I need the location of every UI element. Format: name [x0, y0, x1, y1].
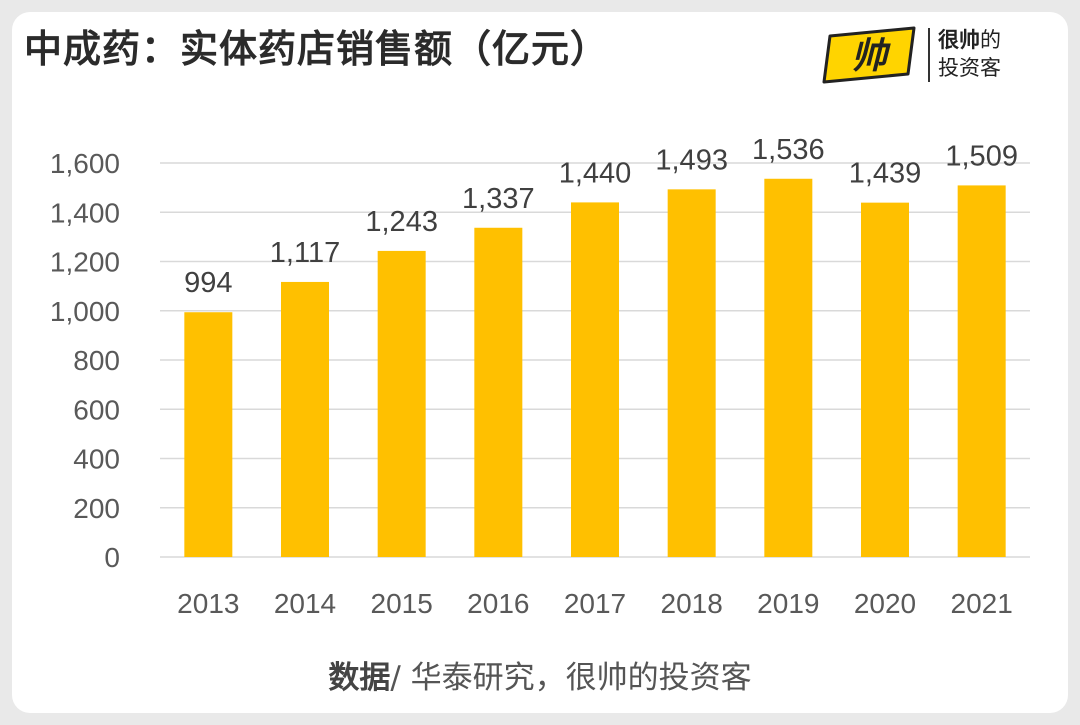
bar: [184, 312, 233, 557]
y-tick-label: 0: [104, 542, 120, 573]
x-tick-label: 2021: [951, 588, 1013, 619]
x-tick-label: 2020: [854, 588, 916, 619]
x-tick-label: 2015: [371, 588, 433, 619]
logo-line2: 投资客: [938, 56, 1001, 80]
logo-text: 很帅的 投资客: [938, 26, 1001, 82]
y-tick-label: 600: [73, 394, 120, 425]
x-tick-label: 2016: [467, 588, 529, 619]
logo-line1-rest: 的: [980, 28, 1001, 52]
x-tick-label: 2017: [564, 588, 626, 619]
y-tick-label: 800: [73, 345, 120, 376]
bar-chart: 0 200 400 600 800 1,000 1,200 1,400 1,600 994 2013…: [50, 134, 1030, 619]
value-label: 1,493: [655, 144, 728, 176]
bar: [667, 189, 716, 557]
value-label: 1,509: [945, 140, 1018, 172]
y-tick-label: 1,400: [50, 197, 120, 228]
page-title: 中成药：实体药店销售额（亿元）: [24, 27, 610, 71]
bar: [764, 178, 813, 557]
x-tick-label: 2018: [661, 588, 723, 619]
x-tick-label: 2013: [177, 588, 239, 619]
y-tick-label: 200: [73, 493, 120, 524]
value-label: 994: [184, 267, 232, 299]
x-tick-label: 2019: [757, 588, 819, 619]
value-label: 1,440: [559, 157, 632, 189]
y-tick-label: 1,200: [50, 247, 120, 278]
bar: [377, 250, 426, 557]
value-label: 1,536: [752, 134, 825, 166]
y-tick-label: 1,000: [50, 296, 120, 327]
logo-divider: [928, 28, 930, 82]
bar: [571, 202, 619, 557]
brand-logo: 帅 很帅的 投资客: [822, 22, 1037, 92]
x-tick-label: 2014: [274, 588, 336, 619]
y-tick-label: 1,600: [50, 148, 120, 179]
source-label: 数据: [328, 660, 391, 696]
bar: [474, 227, 523, 558]
bar: [957, 185, 1006, 557]
logo-mark-glyph: 帅: [851, 36, 891, 77]
value-label: 1,243: [365, 206, 438, 238]
value-label: 1,439: [849, 158, 922, 190]
bar: [861, 202, 909, 558]
logo-line1-bold: 很帅: [938, 28, 980, 52]
logo-mark-icon: 帅: [822, 26, 916, 84]
value-label: 1,337: [462, 183, 535, 215]
bar: [281, 281, 329, 557]
y-tick-label: 400: [73, 444, 120, 475]
source-note: 数据/ 华泰研究，很帅的投资客: [0, 652, 1080, 697]
value-label: 1,117: [270, 237, 340, 269]
source-text: / 华泰研究，很帅的投资客: [390, 660, 752, 696]
